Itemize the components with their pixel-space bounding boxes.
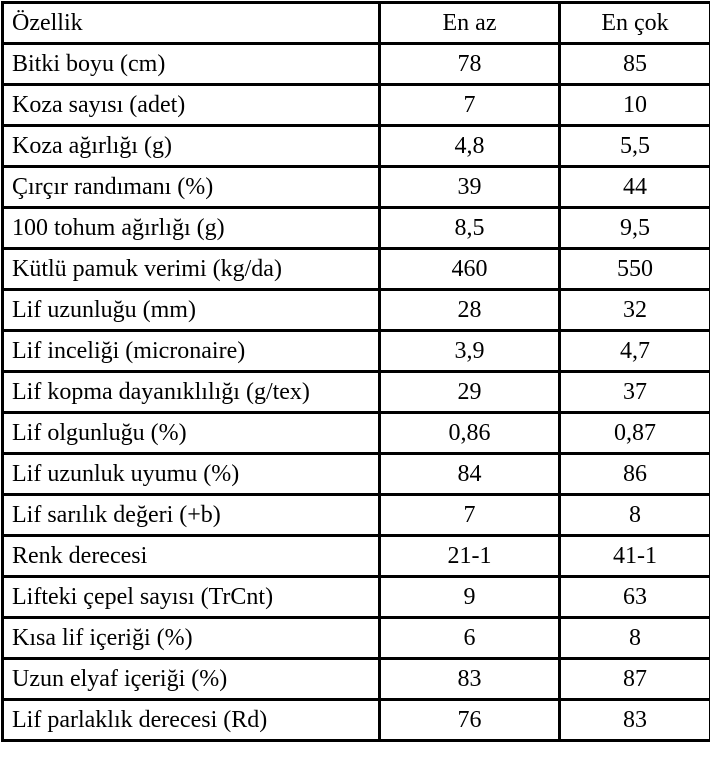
cell-property: Kısa lif içeriği (%) <box>3 618 380 659</box>
cell-property: Lif olgunluğu (%) <box>3 413 380 454</box>
column-header-property: Özellik <box>3 3 380 44</box>
column-header-min: En az <box>380 3 560 44</box>
cell-min: 9 <box>380 577 560 618</box>
cell-property: Koza ağırlığı (g) <box>3 126 380 167</box>
column-header-max: En çok <box>560 3 710 44</box>
cell-max: 44 <box>560 167 710 208</box>
cell-property: Lif sarılık değeri (+b) <box>3 495 380 536</box>
cell-min: 78 <box>380 44 560 85</box>
cell-min: 83 <box>380 659 560 700</box>
cell-min: 39 <box>380 167 560 208</box>
cell-max: 83 <box>560 700 710 741</box>
cell-max: 4,7 <box>560 331 710 372</box>
cell-max: 87 <box>560 659 710 700</box>
cell-min: 28 <box>380 290 560 331</box>
cell-max: 41-1 <box>560 536 710 577</box>
cell-property: Uzun elyaf içeriği (%) <box>3 659 380 700</box>
cell-property: 100 tohum ağırlığı (g) <box>3 208 380 249</box>
header-row: Özellik En az En çok <box>3 3 710 44</box>
cell-min: 7 <box>380 495 560 536</box>
cell-property: Renk derecesi <box>3 536 380 577</box>
cell-min: 0,86 <box>380 413 560 454</box>
cell-max: 8 <box>560 495 710 536</box>
cell-property: Lif parlaklık derecesi (Rd) <box>3 700 380 741</box>
cell-min: 3,9 <box>380 331 560 372</box>
cell-property: Bitki boyu (cm) <box>3 44 380 85</box>
cell-max: 0,87 <box>560 413 710 454</box>
cell-property: Lifteki çepel sayısı (TrCnt) <box>3 577 380 618</box>
cell-max: 9,5 <box>560 208 710 249</box>
cell-max: 85 <box>560 44 710 85</box>
cell-max: 8 <box>560 618 710 659</box>
cell-min: 7 <box>380 85 560 126</box>
cell-min: 4,8 <box>380 126 560 167</box>
cell-min: 84 <box>380 454 560 495</box>
cell-property: Lif uzunluğu (mm) <box>3 290 380 331</box>
cell-max: 5,5 <box>560 126 710 167</box>
cell-max: 32 <box>560 290 710 331</box>
cell-min: 29 <box>380 372 560 413</box>
cell-property: Çırçır randımanı (%) <box>3 167 380 208</box>
cell-property: Lif kopma dayanıklılığı (g/tex) <box>3 372 380 413</box>
table-header: Özellik En az En çok <box>3 3 710 44</box>
cell-max: 550 <box>560 249 710 290</box>
cell-min: 460 <box>380 249 560 290</box>
cell-max: 10 <box>560 85 710 126</box>
cell-min: 76 <box>380 700 560 741</box>
cell-max: 37 <box>560 372 710 413</box>
cell-property: Lif inceliği (micronaire) <box>3 331 380 372</box>
cell-property: Koza sayısı (adet) <box>3 85 380 126</box>
cell-max: 63 <box>560 577 710 618</box>
cell-min: 21-1 <box>380 536 560 577</box>
cell-property: Kütlü pamuk verimi (kg/da) <box>3 249 380 290</box>
cell-max: 86 <box>560 454 710 495</box>
cell-min: 8,5 <box>380 208 560 249</box>
cell-property: Lif uzunluk uyumu (%) <box>3 454 380 495</box>
cell-min: 6 <box>380 618 560 659</box>
